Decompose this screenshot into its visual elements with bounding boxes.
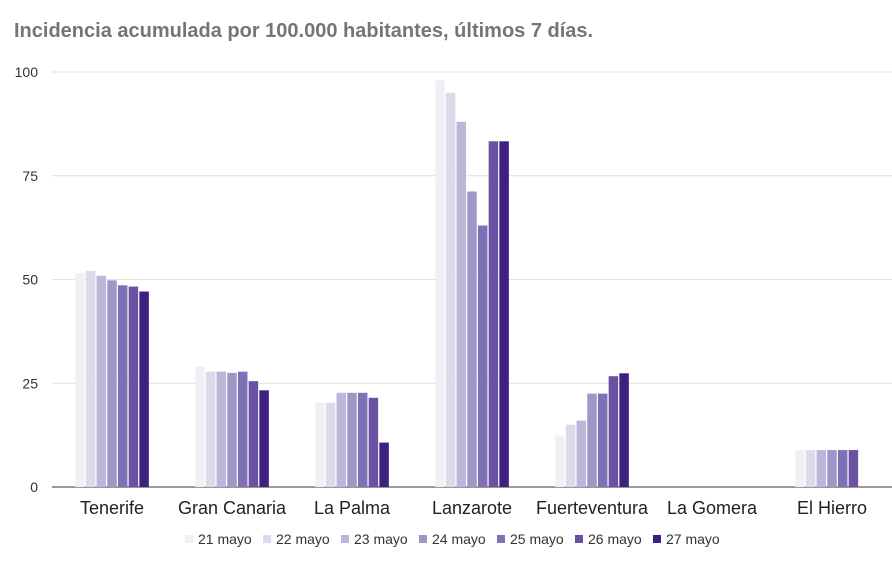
legend: 21 mayo 22 mayo 23 mayo 24 mayo 25 mayo 26 ma… <box>185 531 720 547</box>
legend-swatch <box>263 535 271 543</box>
bar[interactable] <box>477 225 488 488</box>
legend-swatch <box>575 535 583 543</box>
legend-item[interactable]: 27 mayo <box>653 531 720 547</box>
legend-item[interactable]: 25 mayo <box>497 531 564 547</box>
y-tick-label: 50 <box>22 272 38 288</box>
legend-swatch <box>419 535 427 543</box>
bar[interactable] <box>837 450 848 487</box>
legend-swatch <box>653 535 661 543</box>
bar[interactable] <box>597 393 608 487</box>
bar[interactable] <box>259 390 269 487</box>
legend-label: 27 mayo <box>666 531 720 547</box>
bar[interactable] <box>576 420 587 487</box>
legend-swatch <box>185 535 193 543</box>
y-tick-label: 75 <box>22 168 38 184</box>
bar[interactable] <box>237 371 248 487</box>
x-tick-label: La Gomera <box>667 498 758 518</box>
bar[interactable] <box>75 273 85 487</box>
legend-item[interactable]: 23 mayo <box>341 531 408 547</box>
legend-label: 22 mayo <box>276 531 330 547</box>
bar[interactable] <box>379 442 389 487</box>
legend-item[interactable]: 24 mayo <box>419 531 486 547</box>
bar[interactable] <box>467 191 477 487</box>
bar[interactable] <box>227 372 237 487</box>
bar[interactable] <box>827 450 837 487</box>
bar[interactable] <box>117 285 128 487</box>
legend-label: 23 mayo <box>354 531 408 547</box>
bar[interactable] <box>488 141 499 487</box>
bar[interactable] <box>608 376 619 487</box>
bar[interactable] <box>216 371 227 487</box>
bar[interactable] <box>96 275 107 487</box>
bar[interactable] <box>565 424 576 487</box>
bar[interactable] <box>347 392 357 487</box>
bar[interactable] <box>619 373 629 487</box>
legend-label: 24 mayo <box>432 531 486 547</box>
bar[interactable] <box>357 392 368 487</box>
legend-label: 25 mayo <box>510 531 564 547</box>
legend-swatch <box>497 535 505 543</box>
x-tick-label: Tenerife <box>80 498 144 518</box>
bar[interactable] <box>315 402 325 487</box>
bar[interactable] <box>445 92 456 487</box>
bar[interactable] <box>555 435 565 487</box>
bar[interactable] <box>795 450 805 487</box>
bar[interactable] <box>85 270 96 487</box>
x-axis-ticks: Tenerife Gran Canaria La Palma Lanzarote Fue… <box>80 498 867 518</box>
bar[interactable] <box>107 280 117 487</box>
legend-swatch <box>341 535 349 543</box>
x-tick-label: Fuerteventura <box>536 498 649 518</box>
legend-label: 21 mayo <box>198 531 252 547</box>
bar[interactable] <box>128 286 139 487</box>
bar[interactable] <box>435 80 445 488</box>
x-tick-label: Lanzarote <box>432 498 512 518</box>
x-tick-label: El Hierro <box>797 498 867 518</box>
bar[interactable] <box>195 366 205 487</box>
bar[interactable] <box>205 371 216 487</box>
bar[interactable] <box>248 381 259 487</box>
bar[interactable] <box>139 291 149 487</box>
bar[interactable] <box>848 450 859 487</box>
legend-item[interactable]: 21 mayo <box>185 531 252 547</box>
bars <box>75 80 859 488</box>
bar[interactable] <box>456 121 467 488</box>
x-tick-label: La Palma <box>314 498 391 518</box>
chart-title: Incidencia acumulada por 100.000 habitan… <box>14 20 594 42</box>
bar[interactable] <box>816 450 827 487</box>
legend-item[interactable]: 22 mayo <box>263 531 330 547</box>
legend-label: 26 mayo <box>588 531 642 547</box>
legend-item[interactable]: 26 mayo <box>575 531 642 547</box>
y-tick-label: 0 <box>30 479 38 495</box>
bar[interactable] <box>805 450 816 487</box>
x-tick-label: Gran Canaria <box>178 498 287 518</box>
bar[interactable] <box>325 402 336 487</box>
bar[interactable] <box>336 392 347 487</box>
y-tick-label: 25 <box>22 375 38 391</box>
bar[interactable] <box>368 397 379 487</box>
bar[interactable] <box>499 141 509 487</box>
y-tick-label: 100 <box>15 64 39 80</box>
bar[interactable] <box>587 393 597 487</box>
y-axis-ticks: 0 25 50 75 100 <box>15 64 39 495</box>
